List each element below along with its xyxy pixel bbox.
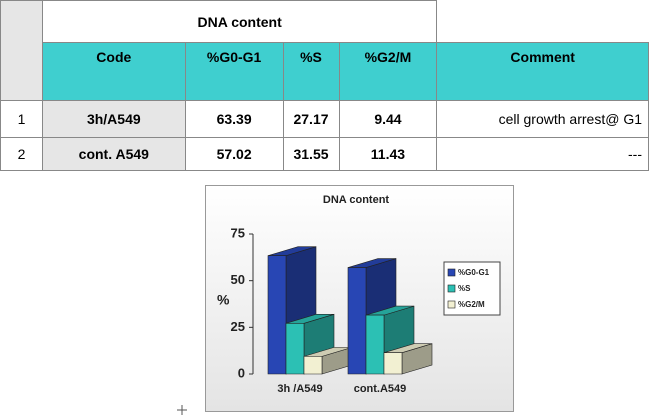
- table-title: DNA content: [41, 0, 438, 43]
- cursor-cross: [177, 405, 187, 415]
- legend-swatch: [447, 284, 456, 293]
- value-cell: 27.17: [282, 100, 340, 138]
- bar-front: [365, 314, 385, 375]
- chart: DNA content % 0 25 50 75 3h /A549 cont.A549 %G…: [205, 185, 514, 412]
- value-cell: 57.02: [184, 137, 284, 171]
- y-tick-label: 50: [231, 272, 245, 287]
- bar-front: [383, 352, 403, 375]
- data-table: DNA content Code %G0-G1 %S %G2/M Comment…: [0, 0, 649, 171]
- value-cell: 31.55: [282, 137, 340, 171]
- bar: [285, 313, 335, 375]
- y-axis-label: %: [217, 292, 230, 308]
- row-index: 1: [0, 100, 43, 138]
- legend-label: %G0-G1: [458, 268, 490, 277]
- bar-front: [285, 322, 305, 375]
- y-tick-label: 75: [231, 225, 245, 240]
- bar: [383, 343, 433, 375]
- chart-title: DNA content: [323, 194, 390, 206]
- comment-cell: ---: [436, 137, 649, 171]
- value-cell: 11.43: [338, 137, 438, 171]
- header-cell: Comment: [436, 42, 649, 101]
- bar-front: [303, 356, 323, 375]
- value-cell: 63.39: [184, 100, 284, 138]
- x-tick-label: 3h /A549: [277, 383, 322, 395]
- legend-label: %S: [458, 284, 471, 293]
- x-tick-label: cont.A549: [354, 383, 407, 395]
- header-cell: %S: [282, 42, 340, 101]
- bar: [303, 346, 353, 375]
- header-cell: %G2/M: [338, 42, 438, 101]
- y-tick-label: 25: [231, 319, 245, 334]
- bar-front: [347, 267, 367, 375]
- code-cell: cont. A549: [41, 137, 186, 171]
- bar-front: [267, 255, 287, 375]
- code-cell: 3h/A549: [41, 100, 186, 138]
- header-cell: Code: [41, 42, 186, 101]
- legend-label: %G2/M: [458, 300, 485, 309]
- row-index: 2: [0, 137, 43, 171]
- comment-cell: cell growth arrest@ G1: [436, 100, 649, 138]
- corner-cell: [0, 0, 43, 101]
- legend-swatch: [447, 268, 456, 277]
- header-cell: %G0-G1: [184, 42, 284, 101]
- value-cell: 9.44: [338, 100, 438, 138]
- legend-swatch: [447, 300, 456, 309]
- y-tick-label: 0: [238, 365, 245, 380]
